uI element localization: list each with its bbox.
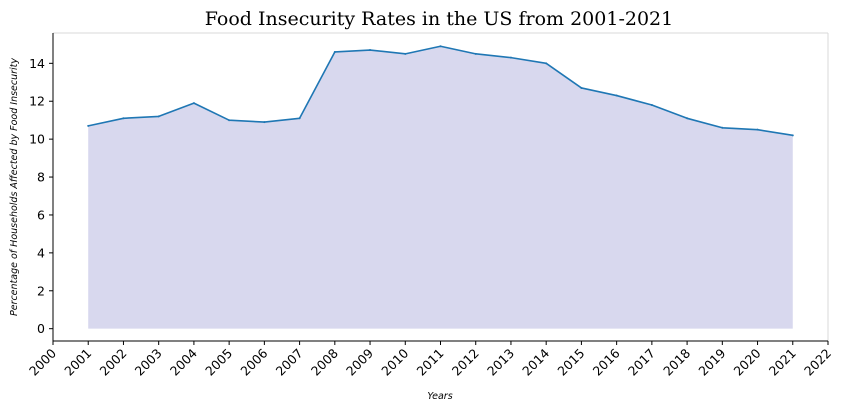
y-tick-label: 14 xyxy=(29,56,45,71)
x-tick-label: 2019 xyxy=(695,345,728,378)
x-tick-label: 2002 xyxy=(96,346,129,379)
data-point-2001 xyxy=(87,124,90,127)
x-tick-label: 2004 xyxy=(167,345,200,378)
data-point-2020 xyxy=(756,128,759,131)
x-axis-label: Years xyxy=(427,391,452,402)
x-tick-label: 2016 xyxy=(590,345,623,378)
data-point-2014 xyxy=(545,62,548,65)
x-tick-label: 2012 xyxy=(449,346,482,379)
x-tick-label: 2014 xyxy=(519,345,552,378)
data-point-2010 xyxy=(404,52,407,55)
x-tick-label: 2020 xyxy=(731,345,764,378)
x-tick-label: 2001 xyxy=(61,346,94,379)
data-point-2013 xyxy=(509,56,512,59)
y-tick-label: 8 xyxy=(37,170,45,185)
data-point-2021 xyxy=(791,134,794,137)
data-point-2006 xyxy=(263,121,266,124)
x-tick-label: 2021 xyxy=(766,346,799,379)
data-point-2003 xyxy=(157,115,160,118)
x-tick-label: 2000 xyxy=(26,345,59,378)
x-tick-label: 2013 xyxy=(484,346,517,379)
data-point-2012 xyxy=(474,52,477,55)
y-tick-label: 0 xyxy=(37,321,45,336)
y-tick-label: 12 xyxy=(29,94,45,109)
data-point-2004 xyxy=(192,102,195,105)
x-tick-label: 2008 xyxy=(308,345,341,378)
data-point-2007 xyxy=(298,117,301,120)
y-tick-label: 6 xyxy=(37,207,45,222)
x-tick-label: 2009 xyxy=(343,345,376,378)
data-point-2017 xyxy=(650,104,653,107)
x-tick-label: 2005 xyxy=(202,346,235,379)
x-tick-label: 2018 xyxy=(660,345,693,378)
x-tick-label: 2006 xyxy=(237,345,270,378)
data-point-2019 xyxy=(721,126,724,129)
data-point-2009 xyxy=(369,49,372,52)
x-tick-label: 2022 xyxy=(801,346,834,379)
data-point-2011 xyxy=(439,45,442,48)
data-point-2018 xyxy=(686,117,689,120)
x-tick-label: 2011 xyxy=(414,346,447,379)
y-axis-label: Percentage of Households Affected by Foo… xyxy=(9,58,20,316)
series-area xyxy=(88,46,793,329)
y-tick-label: 2 xyxy=(37,283,45,298)
chart-title: Food Insecurity Rates in the US from 200… xyxy=(205,8,673,30)
x-tick-label: 2010 xyxy=(378,345,411,378)
data-point-2016 xyxy=(615,94,618,97)
data-point-2008 xyxy=(333,50,336,53)
data-point-2005 xyxy=(228,119,231,122)
x-tick-label: 2003 xyxy=(132,346,165,379)
x-tick-label: 2015 xyxy=(554,346,587,379)
y-tick-label: 10 xyxy=(29,132,45,147)
plot-area xyxy=(87,45,794,329)
y-tick-label: 4 xyxy=(37,245,45,260)
x-tick-label: 2007 xyxy=(273,346,306,379)
data-point-2002 xyxy=(122,117,125,120)
x-tick-label: 2017 xyxy=(625,346,658,379)
data-point-2015 xyxy=(580,86,583,89)
